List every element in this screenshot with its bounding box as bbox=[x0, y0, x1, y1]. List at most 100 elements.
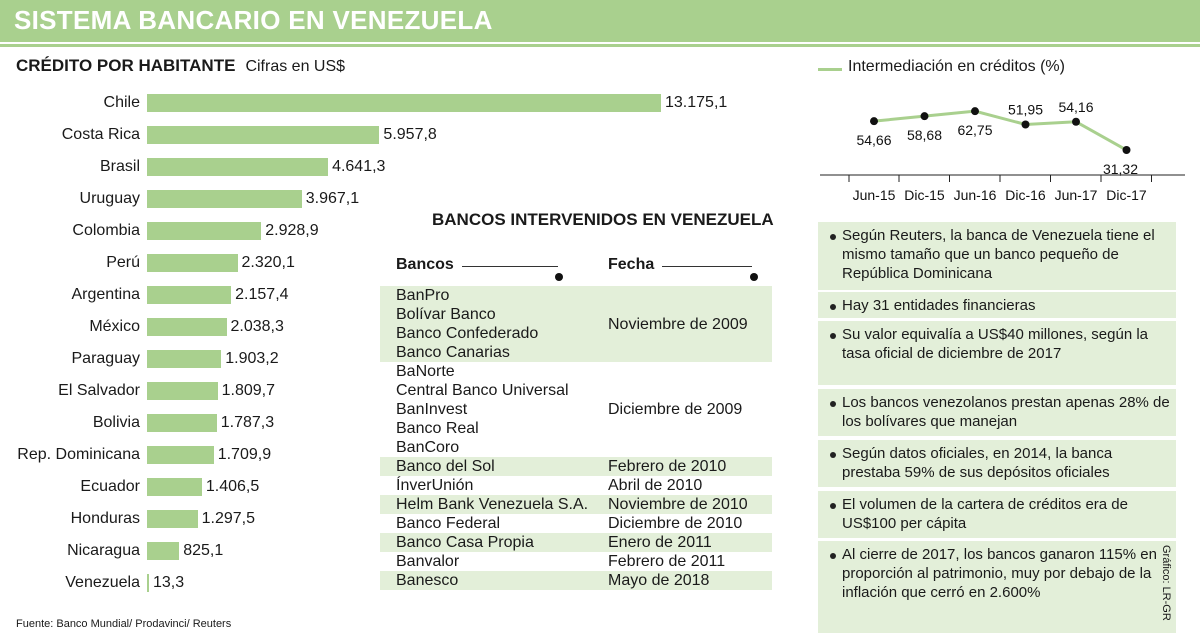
data-label: 58,68 bbox=[907, 127, 942, 143]
x-tick-label: Dic-16 bbox=[1005, 187, 1046, 203]
bar bbox=[147, 158, 329, 176]
info-item: Según Reuters, la banca de Venezuela tie… bbox=[818, 222, 1176, 290]
info-text: Su valor equivalía a US$40 millones, seg… bbox=[842, 326, 1149, 362]
bar bbox=[147, 350, 222, 368]
intervention-date: Noviembre de 2009 bbox=[608, 315, 748, 333]
intervention-date: Diciembre de 2010 bbox=[608, 515, 743, 532]
bank-name: Banco Federal bbox=[396, 515, 501, 532]
intervention-date: Febrero de 2010 bbox=[608, 458, 727, 475]
graphic-credit: Gráfico: LR-GR bbox=[1160, 545, 1172, 621]
data-label: 54,66 bbox=[856, 132, 891, 148]
data-label: 54,16 bbox=[1058, 99, 1093, 115]
bar bbox=[147, 382, 218, 400]
bank-name: Banco Casa Propia bbox=[396, 534, 534, 551]
bank-name: Helm Bank Venezuela S.A. bbox=[396, 496, 589, 513]
bank-name: BanCoro bbox=[396, 439, 460, 456]
bar-row: Ecuador 1.406,5 bbox=[0, 475, 259, 499]
bar-row: Argentina 2.157,4 bbox=[0, 283, 289, 307]
bank-name: Banco Real bbox=[396, 420, 479, 437]
info-text: Al cierre de 2017, los bancos ganaron 11… bbox=[842, 546, 1157, 601]
bar bbox=[147, 574, 149, 592]
bar bbox=[147, 190, 302, 208]
bar-row: Brasil 4.641,3 bbox=[0, 155, 385, 179]
bar bbox=[147, 94, 661, 112]
bullet-dot bbox=[830, 304, 836, 310]
bullet-dot bbox=[830, 452, 836, 458]
info-text: Los bancos venezolanos prestan apenas 28… bbox=[842, 394, 1170, 430]
info-text: Según Reuters, la banca de Venezuela tie… bbox=[842, 227, 1155, 282]
bar-row: Chile 13.175,1 bbox=[0, 91, 727, 115]
bar-value-label: 1.406,5 bbox=[205, 478, 260, 495]
intervention-date: Noviembre de 2010 bbox=[608, 496, 748, 513]
bar-category-label: Rep. Dominicana bbox=[17, 446, 140, 463]
credit-chart-unit: Cifras en US$ bbox=[245, 58, 346, 75]
table-row-stripe bbox=[380, 286, 772, 362]
page-title: SISTEMA BANCARIO EN VENEZUELA bbox=[14, 5, 493, 35]
data-point bbox=[1021, 120, 1030, 129]
x-tick-label: Jun-15 bbox=[853, 187, 896, 203]
bar-value-label: 1.809,7 bbox=[221, 382, 275, 399]
bar-row: México 2.038,3 bbox=[0, 315, 284, 339]
title-bar: SISTEMA BANCARIO EN VENEZUELA bbox=[0, 0, 1200, 42]
bar-row: Paraguay 1.903,2 bbox=[0, 347, 279, 371]
info-item: Hay 31 entidades financieras bbox=[818, 292, 1176, 318]
data-label: 31,32 bbox=[1103, 161, 1138, 177]
bar-category-label: Paraguay bbox=[71, 350, 141, 367]
x-tick-label: Dic-15 bbox=[904, 187, 945, 203]
data-label: 51,95 bbox=[1008, 101, 1043, 117]
info-text: Según datos oficiales, en 2014, la banca… bbox=[842, 445, 1113, 481]
bar-category-label: Argentina bbox=[71, 286, 141, 303]
banks-table-title: BANCOS INTERVENIDOS EN VENEZUELA bbox=[432, 210, 774, 229]
bar bbox=[147, 318, 227, 336]
intervention-date: Mayo de 2018 bbox=[608, 572, 710, 589]
bank-name: Banco Canarias bbox=[396, 344, 510, 361]
info-text: Hay 31 entidades financieras bbox=[842, 297, 1036, 314]
bar bbox=[147, 446, 214, 464]
line-legend-swatch bbox=[818, 68, 842, 71]
credit-chart-title: CRÉDITO POR HABITANTE bbox=[16, 56, 236, 75]
bar-category-label: El Salvador bbox=[58, 382, 140, 399]
bar bbox=[147, 254, 238, 272]
bar-category-label: Costa Rica bbox=[61, 126, 140, 143]
info-item: Según datos oficiales, en 2014, la banca… bbox=[818, 440, 1176, 487]
bar-value-label: 4.641,3 bbox=[332, 158, 386, 175]
bar-category-label: Chile bbox=[103, 94, 140, 111]
bar-category-label: Colombia bbox=[72, 222, 140, 239]
bar-row: Honduras 1.297,5 bbox=[0, 507, 255, 531]
bar-value-label: 13.175,1 bbox=[665, 94, 728, 111]
x-tick-label: Dic-17 bbox=[1106, 187, 1147, 203]
bar-category-label: Brasil bbox=[99, 158, 140, 175]
bar bbox=[147, 414, 217, 432]
bar-value-label: 2.157,4 bbox=[235, 286, 289, 303]
table-row-stripe bbox=[380, 533, 772, 552]
table-row-stripe bbox=[380, 457, 772, 476]
bar-category-label: Uruguay bbox=[79, 190, 140, 207]
source-note: Fuente: Banco Mundial/ Prodavinci/ Reute… bbox=[16, 618, 232, 630]
bank-name: Banco Confederado bbox=[396, 325, 539, 342]
table-row-stripe bbox=[380, 495, 772, 514]
bar-row: Nicaragua 825,1 bbox=[0, 539, 223, 563]
bar-row: Venezuela 13,3 bbox=[0, 571, 184, 595]
bullet-dot bbox=[830, 553, 836, 559]
bank-name: Bolívar Banco bbox=[396, 306, 496, 323]
bullet-dot bbox=[830, 333, 836, 339]
data-label: 62,75 bbox=[957, 122, 992, 138]
bank-name: Banvalor bbox=[396, 553, 460, 570]
series-line bbox=[873, 109, 1128, 152]
bar-category-label: Venezuela bbox=[65, 574, 140, 591]
info-item: El volumen de la cartera de créditos era… bbox=[818, 491, 1176, 538]
data-point bbox=[971, 107, 979, 116]
date-column-header: Fecha bbox=[608, 256, 655, 273]
bar bbox=[147, 126, 380, 144]
bar-row: Bolivia 1.787,3 bbox=[0, 411, 274, 435]
intervention-date: Enero de 2011 bbox=[608, 534, 712, 551]
bar-value-label: 2.320,1 bbox=[241, 254, 295, 271]
credit-chart-heading: CRÉDITO POR HABITANTE Cifras en US$ bbox=[16, 56, 345, 76]
bar-row: Perú 2.320,1 bbox=[0, 251, 295, 275]
x-tick-label: Jun-16 bbox=[954, 187, 997, 203]
data-point bbox=[870, 117, 878, 126]
bar-row: Uruguay 3.967,1 bbox=[0, 187, 359, 211]
bar-row: Colombia 2.928,9 bbox=[0, 219, 319, 243]
bank-name: ÍnverUnión bbox=[396, 477, 474, 494]
info-item: Los bancos venezolanos prestan apenas 28… bbox=[818, 389, 1176, 436]
